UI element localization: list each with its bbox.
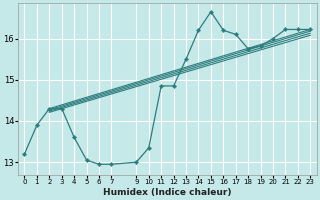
X-axis label: Humidex (Indice chaleur): Humidex (Indice chaleur): [103, 188, 232, 197]
